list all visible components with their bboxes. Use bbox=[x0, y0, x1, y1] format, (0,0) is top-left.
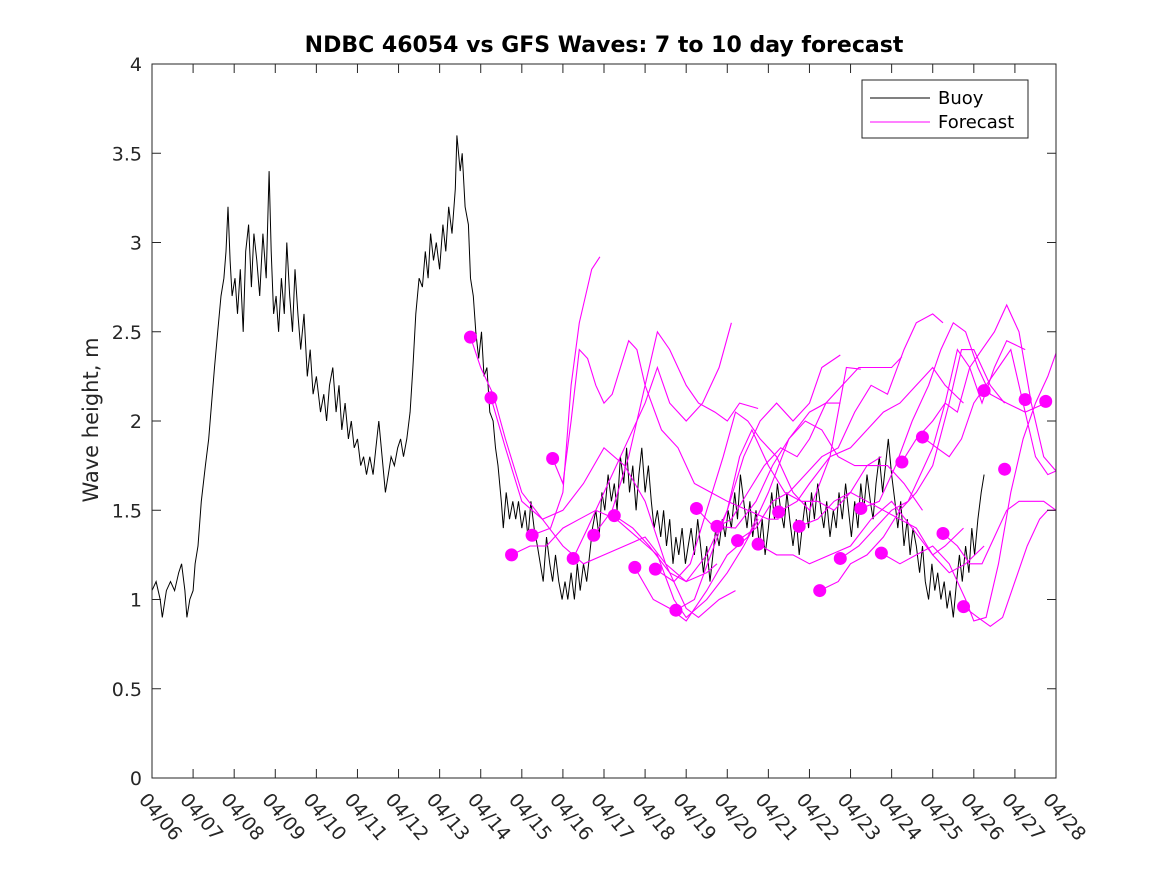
forecast-marker bbox=[689, 501, 703, 515]
buoy-series bbox=[151, 135, 985, 618]
forecast-marker bbox=[669, 603, 683, 617]
legend-entry-buoy: Buoy bbox=[938, 88, 984, 109]
forecast-marker bbox=[648, 562, 662, 576]
forecast-marker bbox=[505, 548, 519, 562]
forecast-marker bbox=[854, 501, 868, 515]
forecast-line bbox=[942, 500, 1057, 565]
forecast-line bbox=[963, 509, 1056, 627]
y-tick-label: 3 bbox=[130, 233, 142, 255]
forecast-marker bbox=[628, 560, 642, 574]
forecast-line bbox=[778, 366, 964, 513]
y-tick-label: 2.5 bbox=[112, 322, 142, 344]
legend: Buoy Forecast bbox=[861, 79, 1029, 139]
y-tick-label: 0 bbox=[130, 768, 142, 790]
forecast-line bbox=[531, 256, 601, 536]
forecast-line bbox=[552, 339, 779, 520]
y-axis: 0 0.5 1 1.5 2 2.5 3 3.5 4 bbox=[112, 54, 1056, 790]
forecast-line bbox=[613, 354, 841, 583]
forecast-marker bbox=[874, 546, 888, 560]
forecast-line bbox=[696, 356, 903, 529]
buoy-line bbox=[151, 135, 985, 618]
forecast-line bbox=[655, 366, 861, 583]
forecast-line bbox=[593, 330, 759, 536]
forecast-line bbox=[511, 509, 759, 619]
forecast-line bbox=[860, 321, 1046, 510]
y-tick-label: 0.5 bbox=[112, 679, 142, 701]
forecast-marker bbox=[833, 551, 847, 565]
y-tick-label: 1 bbox=[130, 590, 142, 612]
forecast-marker bbox=[813, 584, 827, 598]
forecast-line bbox=[757, 500, 964, 565]
forecast-marker bbox=[731, 534, 745, 548]
forecast-marker bbox=[587, 528, 601, 542]
forecast-marker bbox=[915, 430, 929, 444]
forecast-marker bbox=[936, 526, 950, 540]
plot-background bbox=[152, 64, 1056, 778]
forecast-line bbox=[737, 313, 944, 542]
forecast-marker bbox=[998, 462, 1012, 476]
forecast-line bbox=[799, 491, 985, 574]
legend-entry-forecast: Forecast bbox=[938, 112, 1014, 133]
y-tick-label: 3.5 bbox=[112, 143, 142, 165]
forecast-line bbox=[901, 303, 1057, 472]
forecast-marker bbox=[607, 509, 621, 523]
forecast-marker bbox=[792, 519, 806, 533]
forecast-marker bbox=[484, 391, 498, 405]
forecast-marker bbox=[710, 519, 724, 533]
forecast-marker bbox=[772, 505, 786, 519]
forecast-line bbox=[819, 349, 1006, 592]
forecast-marker bbox=[463, 330, 477, 344]
forecast-marker bbox=[1018, 393, 1032, 407]
y-tick-label: 4 bbox=[130, 54, 142, 76]
forecast-line bbox=[675, 428, 882, 611]
forecast-marker bbox=[977, 384, 991, 398]
y-tick-label: 2 bbox=[130, 411, 142, 433]
chart-title: NDBC 46054 vs GFS Waves: 7 to 10 day for… bbox=[305, 33, 904, 58]
forecast-markers bbox=[463, 330, 1053, 617]
forecast-marker bbox=[1039, 394, 1053, 408]
forecast-line bbox=[572, 322, 732, 559]
forecast-marker bbox=[957, 600, 971, 614]
plot-area bbox=[151, 63, 1057, 779]
y-tick-label: 1.5 bbox=[112, 500, 142, 522]
forecast-line bbox=[490, 397, 736, 619]
legend-box bbox=[861, 79, 1029, 139]
forecast-line bbox=[716, 420, 923, 529]
forecast-line bbox=[922, 348, 1057, 476]
y-axis-label: Wave height, m bbox=[79, 337, 103, 502]
forecast-marker bbox=[895, 455, 909, 469]
forecast-marker bbox=[525, 528, 539, 542]
forecast-line bbox=[839, 339, 1026, 559]
forecast-marker bbox=[751, 537, 765, 551]
forecast-marker bbox=[546, 451, 560, 465]
forecast-marker bbox=[566, 551, 580, 565]
